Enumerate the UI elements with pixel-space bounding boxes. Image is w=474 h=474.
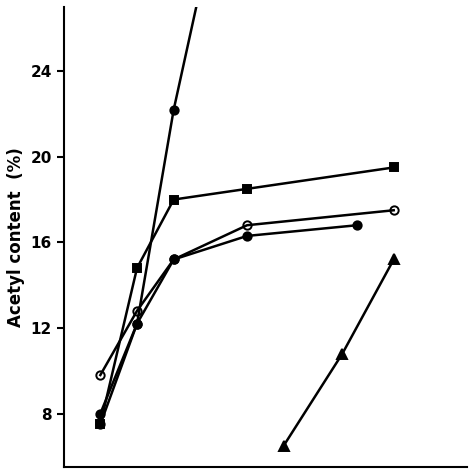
Y-axis label: Acetyl content  (%): Acetyl content (%) [7,147,25,327]
